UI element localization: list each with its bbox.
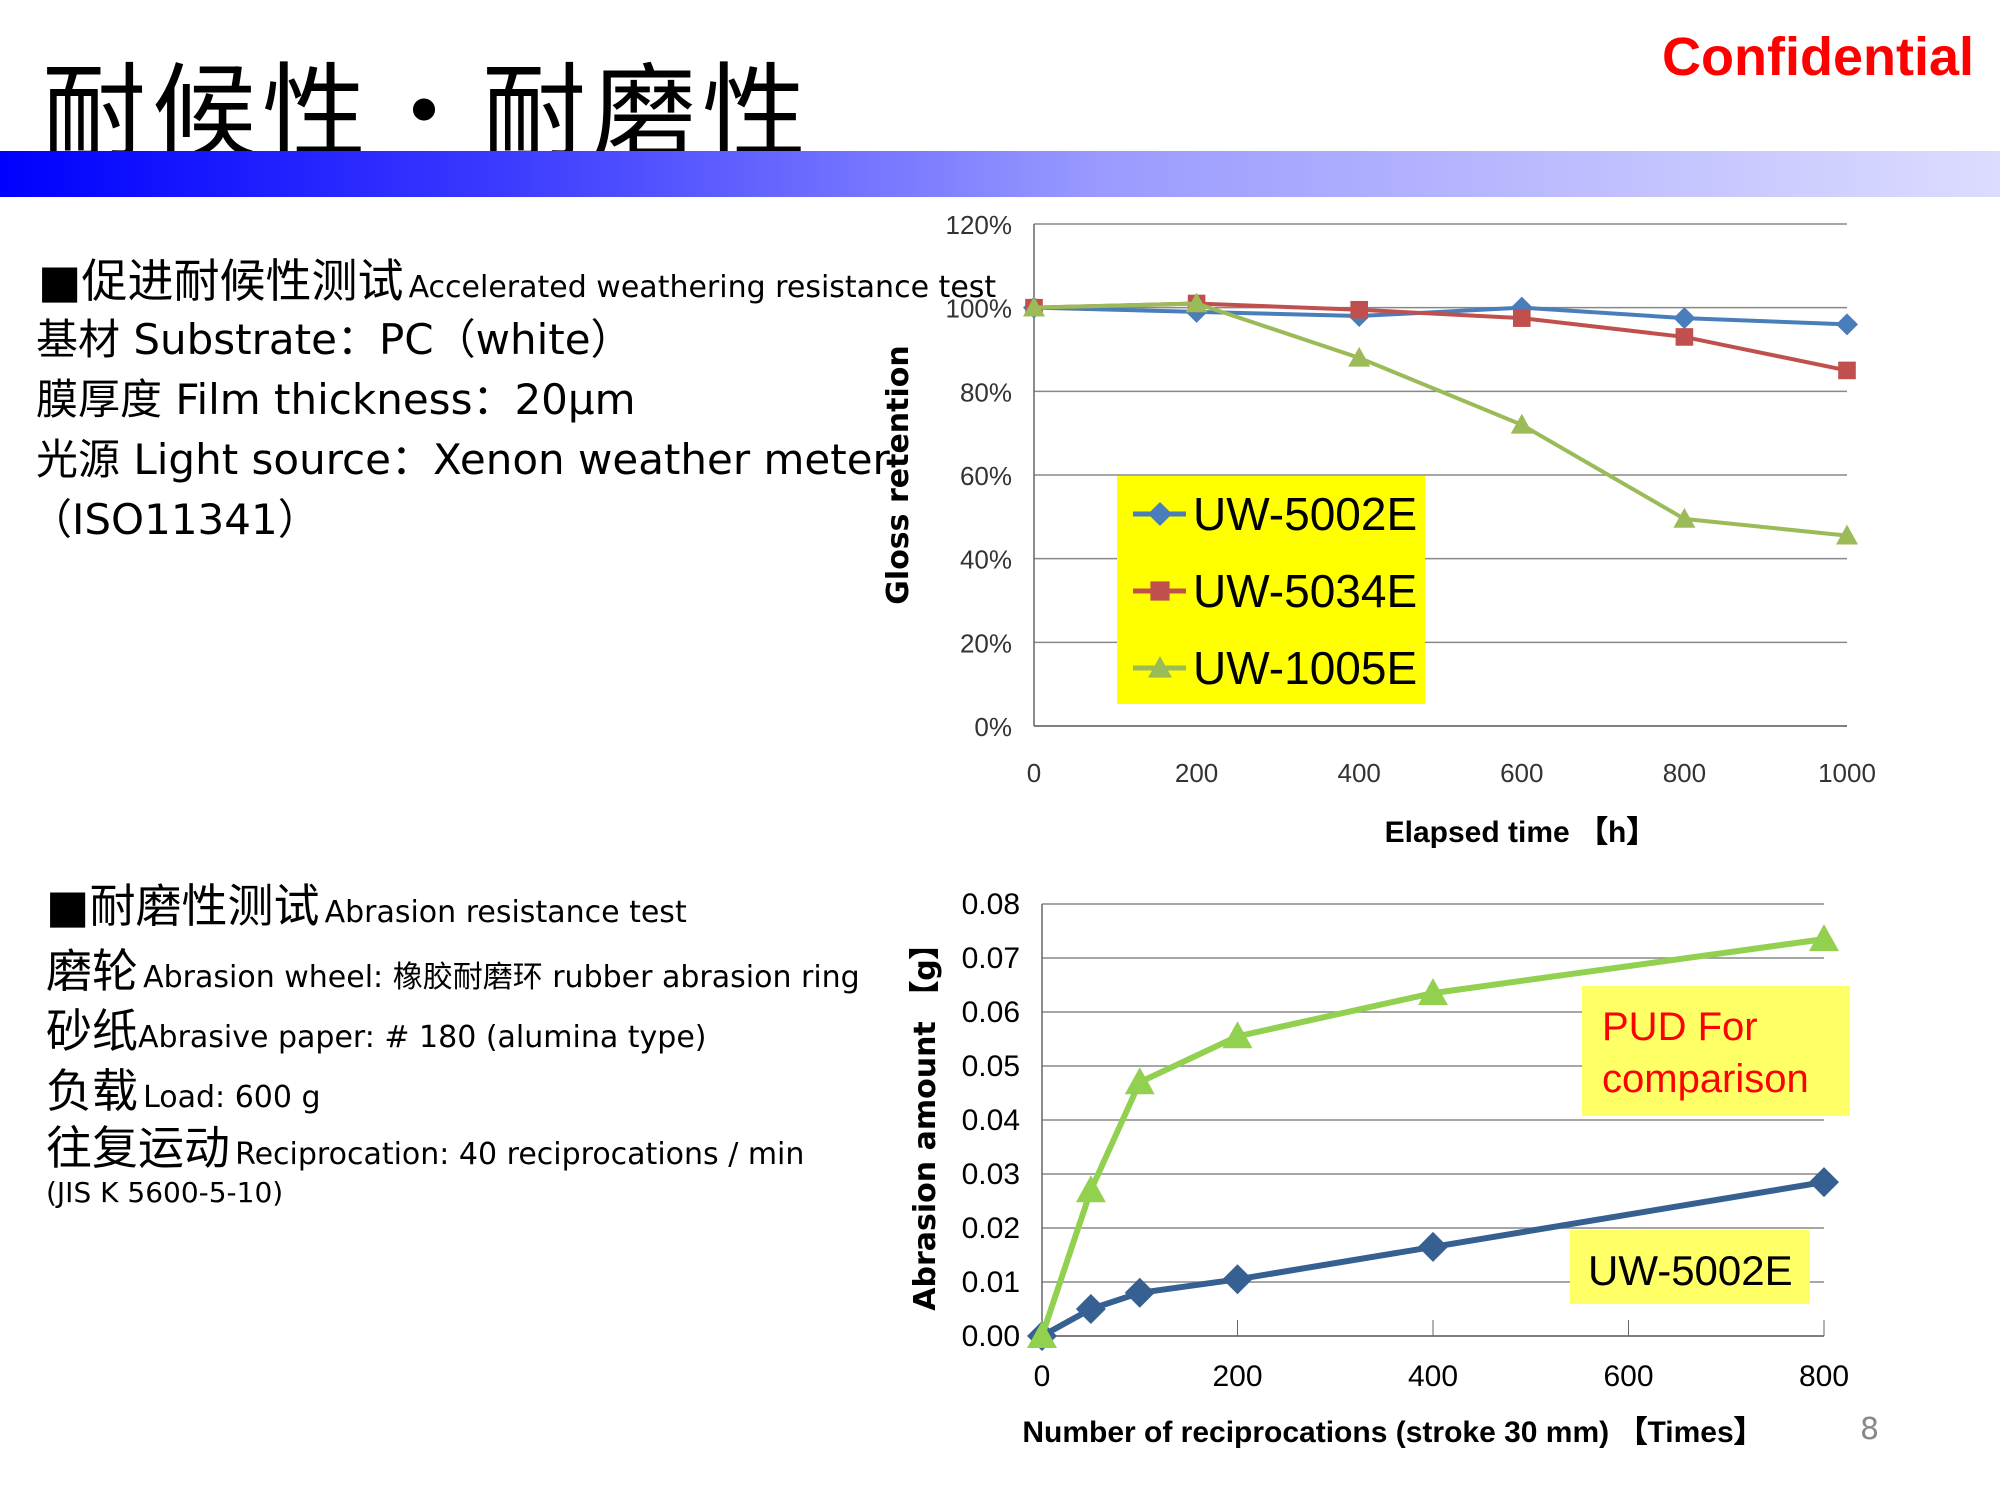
y-tick-label: 0% (974, 712, 1012, 742)
x-tick-label: 800 (1663, 758, 1706, 788)
diamond-marker (1809, 1167, 1839, 1198)
triangle-marker (1836, 524, 1858, 545)
heading-cn: ■耐磨性测试 (46, 879, 320, 933)
y-tick-label: 20% (960, 628, 1012, 658)
heading-en: Accelerated weathering resistance test (408, 270, 997, 305)
y-tick-label: 100% (946, 294, 1013, 324)
y-tick-label: 0.08 (962, 888, 1020, 921)
annotation-box (1570, 1230, 1810, 1304)
abrasion-heading: ■耐磨性测试 Abrasion resistance test (46, 870, 687, 936)
heading-en: Abrasion resistance test (324, 895, 687, 930)
series-line (1033, 301, 1848, 538)
triangle-marker (1148, 656, 1172, 678)
x-tick-label: 600 (1500, 758, 1543, 788)
line-en: Reciprocation: 40 reciprocations / min (235, 1137, 805, 1172)
y-tick-label: 0.05 (962, 1050, 1020, 1083)
x-tick-label: 0 (1027, 758, 1041, 788)
abrasion-line: 往复运动 Reciprocation: 40 reciprocations / … (46, 1112, 804, 1178)
x-tick-label: 800 (1799, 1360, 1849, 1393)
series-line (1039, 936, 1825, 1337)
x-tick-label: 400 (1338, 758, 1381, 788)
triangle-marker (1027, 1321, 1057, 1348)
diamond-marker (1222, 1264, 1253, 1295)
triangle-marker (1418, 978, 1448, 1006)
diamond-marker (1418, 1231, 1448, 1262)
diamond-marker (1075, 1294, 1106, 1324)
heading-cn: ■促进耐候性测试 (38, 254, 404, 308)
confidential-label: Confidential (1662, 27, 1974, 87)
legend-label: UW-1005E (1193, 642, 1417, 694)
y-tick-label: 0.04 (962, 1104, 1020, 1137)
diamond-marker (1148, 502, 1172, 526)
legend-label: UW-5034E (1193, 565, 1417, 617)
triangle-marker (1222, 1021, 1253, 1049)
y-tick-label: 40% (960, 545, 1012, 575)
annotation-uw5002e: UW-5002E (1588, 1247, 1793, 1294)
abrasion-line: 磨轮 Abrasion wheel: 橡胶耐磨环 rubber abrasion… (46, 935, 860, 1001)
line-en: Abrasive paper: # 180 (alumina type) (138, 1020, 707, 1055)
triangle-marker (1185, 292, 1208, 313)
annotation-box (1582, 986, 1850, 1116)
line-cn: 负载 (46, 1064, 138, 1118)
line-cn: 往复运动 (46, 1121, 230, 1175)
line-en: Abrasion wheel: 橡胶耐磨环 rubber abrasion ri… (143, 960, 860, 995)
substrate-line: 基材 Substrate：PC（white） (36, 315, 633, 364)
y-tick-label: 60% (960, 461, 1012, 491)
y-tick-label: 0.02 (962, 1212, 1020, 1245)
weathering-heading: ■促进耐候性测试 Accelerated weathering resistan… (38, 245, 996, 311)
series-line (1033, 301, 1848, 373)
page-number: 8 (1860, 1412, 1880, 1447)
annotation-pud: PUD For (1602, 1005, 1758, 1049)
diamond-marker (1836, 313, 1858, 336)
y-tick-label: 0.00 (962, 1320, 1020, 1353)
y-tick-label: 0.07 (962, 942, 1020, 975)
triangle-marker (1510, 413, 1533, 434)
square-marker (1838, 361, 1856, 380)
y-axis-label: Abrasion amount 【g】 (908, 929, 943, 1310)
triangle-marker (1023, 296, 1045, 317)
y-tick-label: 0.03 (962, 1158, 1020, 1191)
y-tick-label: 0.01 (962, 1266, 1020, 1299)
x-tick-label: 0 (1034, 1360, 1051, 1393)
x-axis-label: Elapsed time 【h】 (1385, 816, 1657, 849)
triangle-marker (1348, 346, 1371, 367)
x-tick-label: 200 (1212, 1360, 1262, 1393)
triangle-marker (1673, 507, 1696, 528)
diamond-marker (1673, 307, 1696, 330)
y-tick-label: 120% (946, 210, 1013, 240)
square-marker (1675, 328, 1694, 346)
triangle-marker (1809, 924, 1839, 952)
legend-label: UW-5002E (1193, 488, 1417, 540)
header-gradient-bar (0, 151, 2000, 197)
annotation-pud: comparison (1602, 1057, 1809, 1101)
y-axis-label: Gloss retention (881, 345, 916, 604)
triangle-marker (1075, 1175, 1106, 1203)
diamond-marker (1124, 1277, 1155, 1308)
line-cn: 砂纸 (46, 1004, 138, 1058)
series-line (1033, 305, 1848, 327)
y-tick-label: 0.06 (962, 996, 1020, 1029)
x-axis-label: Number of reciprocations (stroke 30 mm) … (1022, 1416, 1763, 1449)
jis-note: (JIS K 5600-5-10) (46, 1176, 284, 1209)
x-tick-label: 200 (1175, 758, 1218, 788)
thickness-line: 膜厚度 Film thickness：20μm (36, 375, 636, 424)
triangle-marker (1124, 1067, 1155, 1095)
square-marker (1350, 300, 1368, 319)
x-tick-label: 1000 (1818, 758, 1876, 788)
x-tick-label: 400 (1408, 1360, 1458, 1393)
line-en: Load: 600 g (143, 1080, 321, 1115)
square-marker (1150, 581, 1170, 601)
light-source-line: 光源 Light source：Xenon weather meter (36, 435, 890, 484)
line-cn: 磨轮 (46, 944, 138, 998)
square-marker (1513, 309, 1531, 327)
y-tick-label: 80% (960, 377, 1012, 407)
x-tick-label: 600 (1603, 1360, 1653, 1393)
abrasion-line: 砂纸Abrasive paper: # 180 (alumina type) (46, 995, 707, 1061)
iso-line: （ISO11341） (30, 495, 320, 544)
abrasion-line: 负载 Load: 600 g (46, 1055, 321, 1121)
